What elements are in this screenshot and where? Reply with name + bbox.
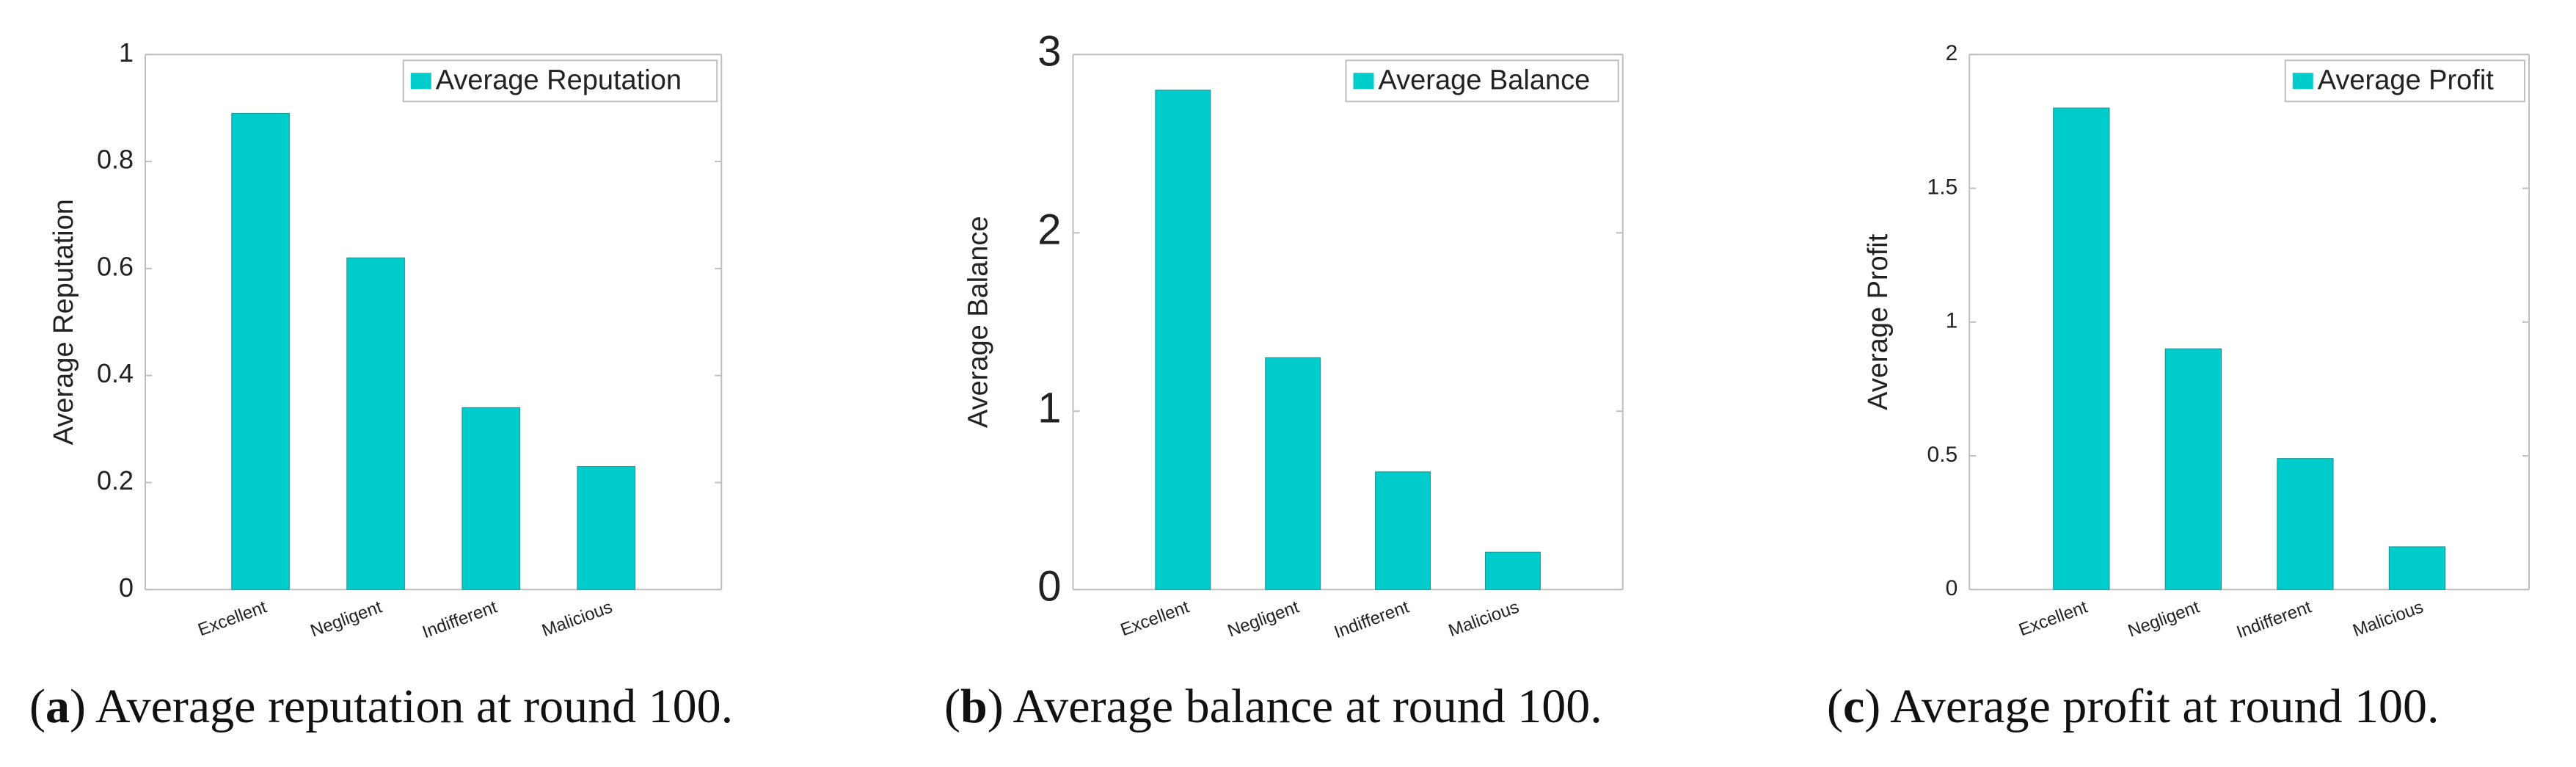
bar-excellent [231,112,290,590]
legend-swatch [410,73,431,90]
bar-malicious [2388,546,2446,590]
y-tick-label: 0 [1037,563,1061,611]
y-tick-label: 0.8 [97,145,134,175]
caption-a-tag: a [45,680,70,733]
caption-c-tag: c [1842,680,1865,733]
bar-excellent [2053,107,2110,590]
y-tick-label: 2 [1037,206,1061,254]
x-tick-label: Malicious [539,597,615,641]
legend-label: Average Balance [1379,65,1591,95]
legend-swatch [2292,73,2313,90]
legend-box [2284,59,2525,103]
caption-b: (b) Average balance at round 100. [944,680,1602,733]
panel-a: 0 0.2 0.4 0.6 0.8 1 Excellent Negligent Indiffer… [0,0,858,767]
caption-a-text: Average reputation at round 100. [95,680,734,733]
x-tick-label: Indifferent [1332,597,1412,642]
bar-negligent [2164,348,2222,590]
y-tick-label: 0.5 [1927,443,1958,467]
legend-swatch [1353,73,1374,90]
bar-negligent [1265,357,1321,590]
bar-negligent [346,257,405,590]
x-tick-label: Negligent [1225,597,1302,641]
x-tick-label: Malicious [1446,597,1522,641]
legend-label: Average Profit [2318,65,2495,95]
bar-malicious [1484,551,1541,590]
chart-c: 0 0.5 1 1.5 2 Excellent Negligent Indifferent Ma… [1863,41,2530,642]
y-axis-label: Average Profit [1863,233,1894,410]
y-axis-label: Average Reputation [48,199,79,445]
bar-excellent [1155,90,1211,590]
caption-a: (a) Average reputation at round 100. [29,680,734,733]
y-tick-label: 2 [1946,41,1958,65]
x-tick-label: Excellent [195,597,269,640]
y-axis-label: Average Balance [963,216,994,428]
x-tick-label: Indifferent [420,597,500,642]
caption-c: (c) Average profit at round 100. [1827,680,2440,733]
chart-a: 0 0.2 0.4 0.6 0.8 1 Excellent Negligent Indiffer… [48,37,723,642]
y-tick-label: 0.2 [97,465,134,495]
caption-b-text: Average balance at round 100. [1012,680,1602,733]
x-tick-label: Excellent [1118,597,1192,640]
chart-b: 0 1 2 3 Excellent Negligent Indifferent Malicio… [963,28,1624,642]
y-tick-label: 0 [119,572,134,603]
legend-box [1345,59,1619,103]
panel-b: 0 1 2 3 Excellent Negligent Indifferent Malicio… [858,0,1717,767]
bar-indifferent [461,407,520,590]
x-tick-label: Indifferent [2234,597,2314,642]
y-tick-label: 0 [1946,576,1958,600]
y-tick-label: 1 [1037,385,1061,432]
bar-indifferent [1375,471,1431,590]
caption-b-tag: b [960,680,988,733]
caption-c-text: Average profit at round 100. [1890,680,2440,733]
y-tick-label: 0.6 [97,251,134,281]
x-tick-label: Negligent [2126,597,2203,641]
x-tick-label: Malicious [2350,597,2426,641]
y-tick-label: 3 [1037,28,1061,76]
bar-indifferent [2277,458,2334,590]
y-tick-label: 0.4 [97,358,134,388]
legend-box [402,59,718,103]
x-tick-label: Excellent [2016,597,2090,640]
x-tick-label: Negligent [308,597,385,641]
y-tick-label: 1 [119,37,134,68]
legend-label: Average Reputation [436,65,682,95]
bar-malicious [577,466,635,590]
y-tick-label: 1.5 [1927,175,1958,199]
panel-c: 0 0.5 1 1.5 2 Excellent Negligent Indifferent Ma… [1717,0,2576,767]
y-tick-label: 1 [1946,309,1958,333]
